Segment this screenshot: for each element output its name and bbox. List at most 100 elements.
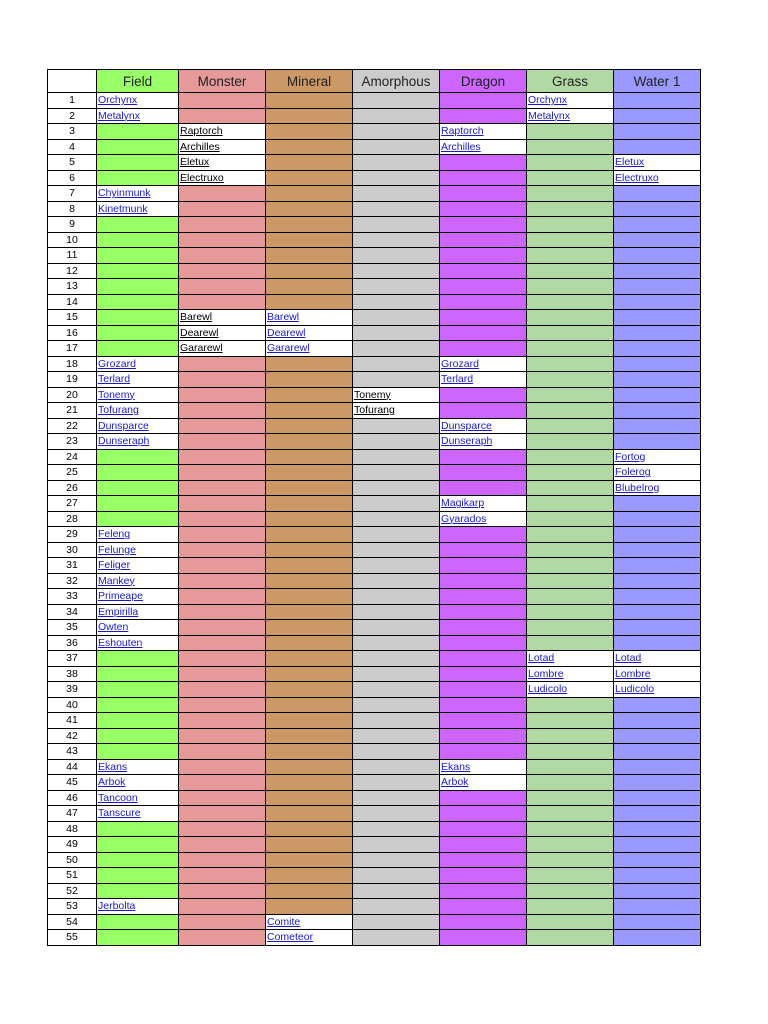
pokemon-link[interactable]: Ludicolo bbox=[615, 683, 655, 696]
pokemon-link[interactable]: Grozard bbox=[441, 357, 479, 370]
pokemon-link[interactable]: Eshouten bbox=[98, 636, 143, 649]
cell-grass[interactable]: Orchynx bbox=[526, 92, 614, 109]
pokemon-link[interactable]: Feliger bbox=[98, 559, 131, 572]
cell-grass[interactable]: Metalynx bbox=[526, 107, 614, 124]
cell-field[interactable]: Jerbolta bbox=[96, 898, 179, 915]
pokemon-link[interactable]: Arbok bbox=[98, 776, 126, 789]
pokemon-link[interactable]: Dunsparce bbox=[441, 419, 492, 432]
pokemon-link[interactable]: Barewl bbox=[267, 311, 300, 324]
cell-dragon[interactable]: Dunsparce bbox=[439, 417, 527, 434]
pokemon-link[interactable]: Lombre bbox=[528, 667, 564, 680]
pokemon-link[interactable]: Dearewl bbox=[267, 326, 306, 339]
pokemon-link[interactable]: Lotad bbox=[615, 652, 642, 665]
pokemon-link[interactable]: Tofurang bbox=[98, 404, 139, 417]
cell-field[interactable]: Ekans bbox=[96, 758, 179, 775]
pokemon-link[interactable]: Gararewl bbox=[267, 342, 310, 355]
pokemon-link[interactable]: Dunseraph bbox=[98, 435, 150, 448]
cell-mineral[interactable]: Cometeor bbox=[265, 929, 353, 946]
pokemon-link[interactable]: Gyarados bbox=[441, 512, 487, 525]
cell-water1[interactable]: Ludicolo bbox=[613, 681, 701, 698]
pokemon-link[interactable]: Ludicolo bbox=[528, 683, 568, 696]
pokemon-link[interactable]: Dunseraph bbox=[441, 435, 493, 448]
pokemon-link[interactable]: Eletux bbox=[615, 156, 645, 169]
cell-water1[interactable]: Electruxo bbox=[613, 169, 701, 186]
pokemon-link[interactable]: Mankey bbox=[98, 574, 135, 587]
pokemon-link[interactable]: Arbok bbox=[441, 776, 469, 789]
cell-field[interactable]: Arbok bbox=[96, 774, 179, 791]
pokemon-link[interactable]: Raptorch bbox=[441, 125, 484, 138]
cell-dragon[interactable]: Arbok bbox=[439, 774, 527, 791]
pokemon-link[interactable]: Lombre bbox=[615, 667, 651, 680]
cell-field[interactable]: Owten bbox=[96, 619, 179, 636]
cell-field[interactable]: Chyinmunk bbox=[96, 185, 179, 202]
cell-mineral[interactable]: Comite bbox=[265, 913, 353, 930]
pokemon-link[interactable]: Metalynx bbox=[98, 109, 141, 122]
cell-field[interactable]: Tancoon bbox=[96, 789, 179, 806]
pokemon-link[interactable]: Felunge bbox=[98, 543, 136, 556]
pokemon-link[interactable]: Folerog bbox=[615, 466, 651, 479]
pokemon-link[interactable]: Blubelrog bbox=[615, 481, 660, 494]
pokemon-link[interactable]: Ekans bbox=[441, 760, 471, 773]
cell-field[interactable]: Dunsparce bbox=[96, 417, 179, 434]
cell-field[interactable]: Primeape bbox=[96, 588, 179, 605]
pokemon-link[interactable]: Kinetmunk bbox=[98, 202, 148, 215]
cell-water1[interactable]: Eletux bbox=[613, 154, 701, 171]
pokemon-link[interactable]: Tonemy bbox=[98, 388, 135, 401]
pokemon-link[interactable]: Owten bbox=[98, 621, 129, 634]
cell-field[interactable]: Orchynx bbox=[96, 92, 179, 109]
cell-water1[interactable]: Folerog bbox=[613, 464, 701, 481]
pokemon-link[interactable]: Terlard bbox=[98, 373, 131, 386]
cell-field[interactable]: Tonemy bbox=[96, 386, 179, 403]
cell-water1[interactable]: Lombre bbox=[613, 665, 701, 682]
pokemon-link[interactable]: Magikarp bbox=[441, 497, 485, 510]
cell-dragon[interactable]: Archilles bbox=[439, 138, 527, 155]
cell-grass[interactable]: Lotad bbox=[526, 650, 614, 667]
pokemon-link[interactable]: Fortog bbox=[615, 450, 646, 463]
pokemon-link[interactable]: Orchynx bbox=[528, 94, 568, 107]
cell-field[interactable]: Metalynx bbox=[96, 107, 179, 124]
cell-dragon[interactable]: Ekans bbox=[439, 758, 527, 775]
pokemon-link[interactable]: Archilles bbox=[441, 140, 481, 153]
cell-water1[interactable]: Fortog bbox=[613, 448, 701, 465]
cell-dragon[interactable]: Grozard bbox=[439, 355, 527, 372]
cell-field[interactable]: Tanscure bbox=[96, 805, 179, 822]
cell-mineral[interactable]: Barewl bbox=[265, 309, 353, 326]
cell-field[interactable]: Tofurang bbox=[96, 402, 179, 419]
cell-water1[interactable]: Lotad bbox=[613, 650, 701, 667]
cell-field[interactable]: Empirilla bbox=[96, 603, 179, 620]
pokemon-link[interactable]: Lotad bbox=[528, 652, 555, 665]
pokemon-link[interactable]: Ekans bbox=[98, 760, 128, 773]
cell-mineral[interactable]: Gararewl bbox=[265, 340, 353, 357]
cell-field[interactable]: Kinetmunk bbox=[96, 200, 179, 217]
cell-field[interactable]: Felunge bbox=[96, 541, 179, 558]
cell-field[interactable]: Grozard bbox=[96, 355, 179, 372]
cell-field[interactable]: Dunseraph bbox=[96, 433, 179, 450]
cell-field[interactable]: Feleng bbox=[96, 526, 179, 543]
pokemon-link[interactable]: Chyinmunk bbox=[98, 187, 151, 200]
pokemon-link[interactable]: Feleng bbox=[98, 528, 131, 541]
cell-field[interactable]: Feliger bbox=[96, 557, 179, 574]
pokemon-link[interactable]: Empirilla bbox=[98, 605, 139, 618]
cell-field[interactable]: Mankey bbox=[96, 572, 179, 589]
cell-dragon[interactable]: Dunseraph bbox=[439, 433, 527, 450]
pokemon-link[interactable]: Jerbolta bbox=[98, 900, 136, 913]
pokemon-link[interactable]: Orchynx bbox=[98, 94, 138, 107]
pokemon-link[interactable]: Tanscure bbox=[98, 807, 141, 820]
cell-mineral[interactable]: Dearewl bbox=[265, 324, 353, 341]
cell-grass[interactable]: Lombre bbox=[526, 665, 614, 682]
cell-water1[interactable]: Blubelrog bbox=[613, 479, 701, 496]
pokemon-link[interactable]: Electruxo bbox=[615, 171, 659, 184]
pokemon-link[interactable]: Primeape bbox=[98, 590, 143, 603]
cell-field[interactable]: Terlard bbox=[96, 371, 179, 388]
pokemon-link[interactable]: Terlard bbox=[441, 373, 474, 386]
cell-dragon[interactable]: Magikarp bbox=[439, 495, 527, 512]
cell-grass[interactable]: Ludicolo bbox=[526, 681, 614, 698]
cell-dragon[interactable]: Terlard bbox=[439, 371, 527, 388]
cell-dragon[interactable]: Raptorch bbox=[439, 123, 527, 140]
pokemon-link[interactable]: Tancoon bbox=[98, 791, 138, 804]
pokemon-link[interactable]: Metalynx bbox=[528, 109, 571, 122]
cell-dragon[interactable]: Gyarados bbox=[439, 510, 527, 527]
pokemon-link[interactable]: Comite bbox=[267, 915, 301, 928]
pokemon-link[interactable]: Cometeor bbox=[267, 931, 314, 944]
pokemon-link[interactable]: Dunsparce bbox=[98, 419, 149, 432]
